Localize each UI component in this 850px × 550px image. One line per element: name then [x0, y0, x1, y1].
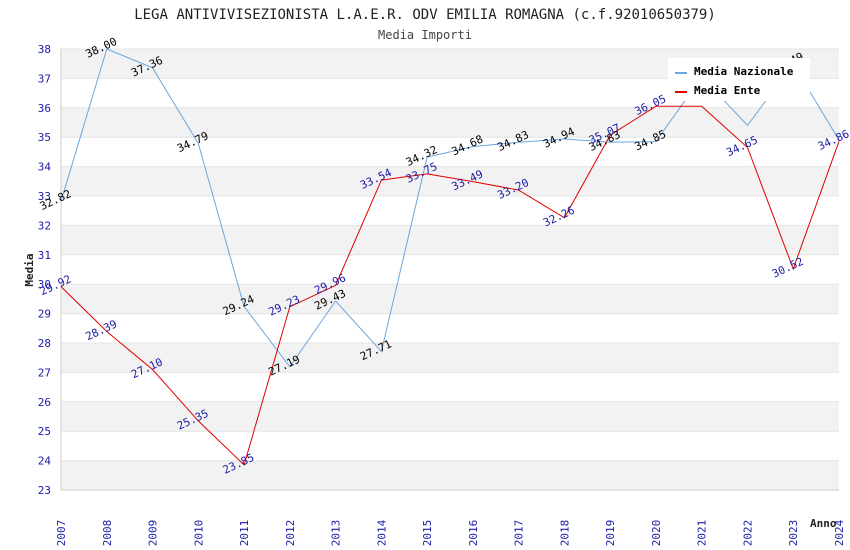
y-tick-label: 25	[38, 425, 51, 438]
grid-band	[61, 196, 839, 226]
y-tick-label: 23	[38, 484, 51, 497]
x-tick-label: 2024	[833, 519, 846, 546]
grid-band	[61, 254, 839, 285]
y-tick-labels: 23 24 25 26 27 28 29 30 31 32 33 34 35 36 37 38	[38, 43, 52, 497]
x-tick-label: 2019	[604, 520, 617, 547]
x-tick-label: 2017	[513, 520, 526, 547]
chart-title: LEGA ANTIVIVISEZIONISTA L.A.E.R. ODV EMI…	[134, 7, 716, 23]
y-tick-label: 37	[38, 72, 51, 85]
y-tick-label: 30	[38, 278, 51, 291]
y-tick-label: 24	[38, 455, 52, 468]
y-tick-label: 36	[38, 102, 51, 115]
y-tick-label: 33	[38, 190, 51, 203]
legend-background	[668, 58, 810, 101]
grid-band	[61, 431, 839, 461]
y-tick-label: 28	[38, 337, 51, 350]
x-tick-label: 2009	[147, 520, 160, 547]
x-tick-label: 2014	[375, 519, 388, 546]
grid-band	[61, 166, 839, 196]
y-tick-label: 27	[38, 366, 51, 379]
series-line-media-ente	[60, 105, 840, 466]
x-tick-labels: 2007 2008 2009 2010 2011 2012 2013 2014 2015 2016…	[55, 519, 846, 546]
y-tick-label: 38	[38, 43, 51, 56]
x-tick-label: 2023	[787, 520, 800, 547]
grid-band	[61, 284, 839, 314]
grid-band	[61, 343, 839, 373]
x-tick-label: 2012	[284, 520, 297, 547]
x-axis-label: Anno	[810, 517, 837, 530]
legend: Media Nazionale Media Ente	[668, 58, 810, 101]
x-tick-label: 2015	[421, 520, 434, 547]
legend-label-ente: Media Ente	[694, 84, 761, 97]
grid-band	[61, 225, 839, 255]
x-tick-label: 2021	[696, 520, 709, 547]
axes	[60, 49, 839, 491]
grid-band	[61, 460, 839, 490]
y-tick-label: 34	[38, 161, 52, 174]
x-tick-label: 2011	[238, 520, 251, 547]
y-tick-label: 31	[38, 249, 51, 262]
grid-band	[61, 401, 839, 432]
y-tick-label: 29	[38, 308, 51, 321]
x-tick-label: 2018	[558, 520, 571, 547]
x-tick-label: 2016	[467, 520, 480, 547]
grid-band	[61, 313, 839, 343]
x-tick-label: 2013	[330, 520, 343, 547]
grid-band	[61, 372, 839, 402]
x-tick-label: 2020	[650, 520, 663, 547]
legend-label-nazionale: Media Nazionale	[694, 65, 794, 78]
y-axis-label: Media	[23, 253, 36, 286]
y-tick-label: 35	[38, 131, 51, 144]
grid-band	[61, 107, 839, 138]
y-tick-label: 32	[38, 219, 51, 232]
x-tick-label: 2007	[55, 520, 68, 547]
y-tick-label: 26	[38, 396, 51, 409]
x-tick-label: 2022	[741, 520, 754, 547]
grid-bands	[61, 48, 839, 491]
x-tick-label: 2010	[192, 520, 205, 547]
x-tick-label: 2008	[101, 520, 114, 547]
chart-subtitle: Media Importi	[378, 28, 472, 42]
